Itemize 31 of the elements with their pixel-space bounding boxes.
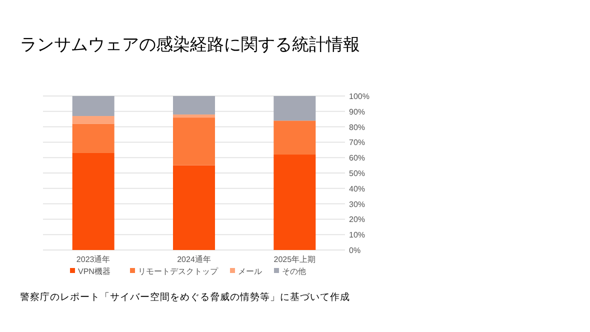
- text: 警察庁のレポート「サイバー空間をめぐる脅威の情勢等」に基づいて作成: [20, 291, 350, 303]
- y-tick-label: 30%: [349, 200, 366, 209]
- y-tick-label: 20%: [349, 215, 366, 224]
- x-tick-label: 2023通年: [76, 255, 110, 264]
- y-tick-label: 50%: [349, 169, 366, 178]
- y-tick-label: 70%: [349, 138, 366, 148]
- bar: [72, 124, 114, 153]
- bar: [173, 114, 215, 118]
- bar: [173, 96, 215, 114]
- bar: [72, 96, 114, 116]
- y-tick-label: 40%: [349, 184, 366, 194]
- y-tick-label: 90%: [349, 107, 366, 116]
- x-tick-label: 2025年上期: [274, 255, 316, 264]
- bar: [72, 116, 114, 124]
- y-tick-label: 0%: [349, 246, 361, 255]
- bar: [274, 154, 316, 250]
- bar: [173, 165, 215, 250]
- legend-label: その他: [282, 267, 306, 276]
- chart-title: ランサムウェアの感染経路に関する統計情報: [20, 35, 360, 54]
- y-tick-label: 60%: [349, 154, 366, 163]
- legend-label: メール: [238, 267, 262, 276]
- x-tick-label: 2024通年: [177, 255, 211, 264]
- bar: [274, 120, 316, 155]
- y-tick-label: 80%: [349, 122, 366, 132]
- legend-label: リモートデスクトップ: [138, 267, 219, 276]
- bar: [274, 96, 316, 121]
- bar: [72, 152, 114, 250]
- y-tick-label: 100%: [349, 92, 370, 101]
- bar: [173, 118, 215, 166]
- legend-label: VPN機器: [78, 267, 110, 276]
- y-tick-label: 10%: [349, 230, 366, 240]
